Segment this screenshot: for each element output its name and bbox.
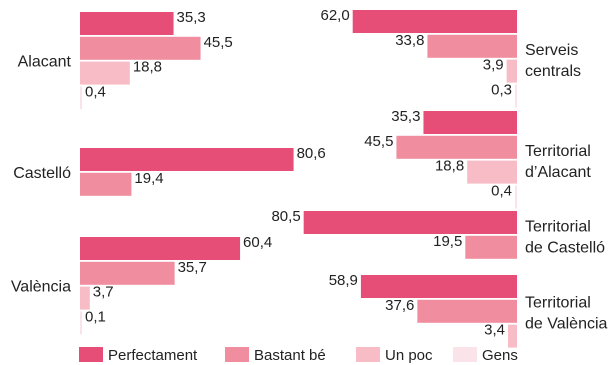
- legend-swatch-un-poc: [356, 347, 380, 362]
- left-panel: Alacant 35,3 45,5 18,8 0,4 Castelló 80,6 19,4 Va…: [11, 9, 326, 335]
- legend-swatch-bastant-be: [225, 347, 249, 362]
- legend-swatch-gens: [453, 347, 477, 362]
- category-label-territorial-de-valencia-line-1: Territorial: [525, 295, 591, 312]
- value-label-territorial-de-valencia-un-poc: 3,4: [484, 322, 505, 339]
- value-label-territorial-d-alacant-bastant-be: 45,5: [364, 133, 393, 150]
- value-label-territorial-de-castello-perfectament: 80,5: [271, 208, 300, 225]
- value-label-territorial-de-valencia-bastant-be: 37,6: [385, 297, 414, 314]
- category-label-territorial-d-alacant-line-1: Territorial: [525, 143, 591, 160]
- value-label-alacant-perfectament: 35,3: [177, 9, 206, 26]
- value-label-alacant-gens: 0,4: [85, 83, 106, 100]
- bar-valencia-perfectament: [80, 237, 241, 260]
- category-label-territorial-de-castello-line-2: de Castelló: [525, 239, 605, 256]
- value-label-castello-bastant-be: 19,4: [134, 170, 163, 187]
- bar-territorial-de-valencia-un-poc: [507, 324, 517, 348]
- legend-label-un-poc: Un poc: [385, 347, 433, 364]
- bar-alacant-perfectament: [80, 12, 174, 35]
- legend: Perfectament Bastant bé Un poc Gens: [79, 347, 518, 364]
- bar-territorial-de-valencia-bastant-be: [417, 299, 517, 323]
- value-label-territorial-de-valencia-perfectament: 58,9: [329, 272, 358, 289]
- bar-alacant-gens: [80, 86, 82, 110]
- bar-castello-bastant-be: [80, 172, 132, 196]
- right-panel: Serveis centrals 62,0 33,8 3,9 0,3 Territorial…: [271, 7, 608, 348]
- category-label-territorial-de-valencia-line-2: de València: [525, 316, 608, 333]
- category-label-territorial-de-castello-line-1: Territorial: [525, 218, 591, 235]
- value-label-valencia-perfectament: 60,4: [243, 234, 272, 251]
- bar-territorial-d-alacant-gens: [515, 185, 517, 209]
- category-label-castello: Castelló: [13, 165, 71, 182]
- category-label-valencia: València: [11, 279, 71, 296]
- value-label-serveis-centrals-un-poc: 3,9: [483, 57, 504, 74]
- bar-valencia-gens: [80, 311, 82, 335]
- bar-territorial-d-alacant-un-poc: [467, 160, 517, 184]
- bar-serveis-centrals-bastant-be: [427, 34, 517, 58]
- category-label-serveis-centrals-line-1: Serveis: [525, 42, 578, 59]
- bar-serveis-centrals-un-poc: [506, 59, 517, 83]
- bar-serveis-centrals-perfectament: [352, 10, 517, 33]
- value-label-castello-perfectament: 80,6: [297, 145, 326, 162]
- legend-label-gens: Gens: [482, 347, 518, 364]
- category-label-serveis-centrals-line-2: centrals: [525, 63, 581, 80]
- value-label-serveis-centrals-perfectament: 62,0: [320, 7, 349, 24]
- value-label-serveis-centrals-gens: 0,3: [491, 81, 512, 98]
- value-label-territorial-de-castello-bastant-be: 19,5: [433, 233, 462, 250]
- category-label-alacant: Alacant: [18, 54, 72, 71]
- bar-castello-perfectament: [80, 148, 294, 171]
- value-label-valencia-gens: 0,1: [85, 308, 106, 325]
- legend-swatch-perfectament: [79, 347, 103, 362]
- bar-alacant-un-poc: [80, 61, 130, 85]
- bar-territorial-de-valencia-perfectament: [360, 275, 517, 298]
- bar-territorial-d-alacant-perfectament: [423, 111, 517, 134]
- value-label-alacant-bastant-be: 45,5: [204, 34, 233, 51]
- bar-valencia-bastant-be: [80, 261, 175, 285]
- bar-valencia-un-poc: [80, 286, 90, 310]
- value-label-alacant-un-poc: 18,8: [133, 59, 162, 76]
- value-label-territorial-d-alacant-gens: 0,4: [491, 182, 512, 199]
- bar-territorial-d-alacant-bastant-be: [396, 135, 517, 159]
- value-label-territorial-d-alacant-perfectament: 35,3: [391, 108, 420, 125]
- value-label-valencia-bastant-be: 35,7: [178, 259, 207, 276]
- bar-territorial-de-castello-perfectament: [303, 211, 517, 234]
- bar-alacant-bastant-be: [80, 36, 201, 60]
- category-label-territorial-d-alacant-line-2: d’Alacant: [525, 164, 591, 181]
- value-label-territorial-d-alacant-un-poc: 18,8: [435, 158, 464, 175]
- legend-label-perfectament: Perfectament: [108, 347, 198, 364]
- bar-territorial-de-castello-bastant-be: [465, 235, 517, 259]
- value-label-serveis-centrals-bastant-be: 33,8: [395, 32, 424, 49]
- bar-serveis-centrals-gens: [515, 84, 517, 108]
- legend-label-bastant-be: Bastant bé: [254, 347, 326, 364]
- value-label-valencia-un-poc: 3,7: [93, 284, 114, 301]
